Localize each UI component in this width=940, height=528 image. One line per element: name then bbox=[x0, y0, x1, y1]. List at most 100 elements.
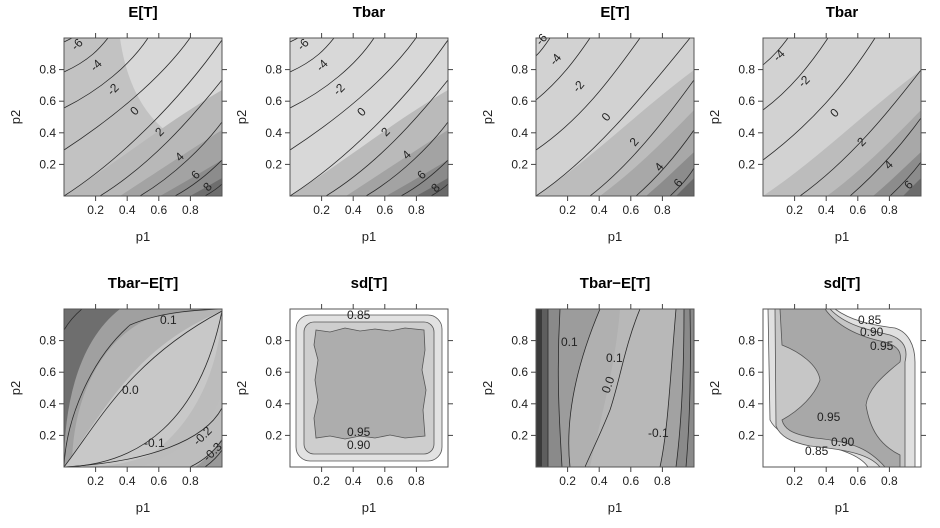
plot-frame bbox=[535, 308, 695, 468]
x-tick-label: 0.8 bbox=[408, 203, 425, 217]
x-axis-label: p1 bbox=[362, 500, 376, 515]
axes-panel-5: 0.2 0.4 0.6 0.8 0.2 0.4 0.6 0.8 p1 p2 bbox=[234, 304, 453, 515]
panel-title: Tbar−E[T] bbox=[108, 275, 178, 292]
x-tick-label: 0.6 bbox=[150, 203, 167, 217]
panel-title: E[T] bbox=[600, 4, 629, 21]
plot-frame bbox=[535, 37, 695, 197]
contour-label: -0.1 bbox=[648, 426, 669, 440]
contour-label: 0.90 bbox=[860, 325, 884, 339]
x-axis-label: p1 bbox=[136, 500, 150, 515]
x-tick-label: 0.4 bbox=[119, 474, 136, 488]
y-tick-label: 0.2 bbox=[39, 157, 56, 171]
y-tick-label: 0.4 bbox=[738, 397, 755, 411]
y-tick-label: 0.4 bbox=[39, 126, 56, 140]
y-tick-label: 0.8 bbox=[265, 334, 282, 348]
x-tick-label: 0.2 bbox=[786, 203, 803, 217]
y-tick-label: 0.2 bbox=[511, 157, 528, 171]
y-tick-label: 0.2 bbox=[39, 428, 56, 442]
plot-frame bbox=[63, 37, 223, 197]
contour-label: 0.95 bbox=[870, 339, 894, 353]
contour-labels: 0.1 0.1 0.0 -0.1 bbox=[561, 335, 669, 440]
y-tick-label: 0.6 bbox=[39, 94, 56, 108]
panel-title: sd[T] bbox=[824, 275, 861, 292]
x-axis-label: p1 bbox=[608, 500, 622, 515]
y-axis-label: p2 bbox=[8, 110, 23, 124]
x-tick-label: 0.6 bbox=[622, 474, 639, 488]
y-tick-label: 0.6 bbox=[265, 94, 282, 108]
y-tick-label: 0.6 bbox=[265, 365, 282, 379]
contour-label: 0.85 bbox=[858, 313, 882, 327]
y-tick-label: 0.4 bbox=[265, 126, 282, 140]
contour-label: 0.1 bbox=[606, 351, 623, 365]
x-tick-label: 0.2 bbox=[313, 474, 330, 488]
axes-panel-4: 0.2 0.4 0.6 0.8 0.2 0.4 0.6 0.8 p1 p2 bbox=[8, 304, 227, 515]
y-tick-label: 0.8 bbox=[265, 63, 282, 77]
x-tick-label: 0.8 bbox=[182, 474, 199, 488]
x-tick-label: 0.4 bbox=[345, 474, 362, 488]
x-tick-label: 0.8 bbox=[654, 474, 671, 488]
contour-label: 0.90 bbox=[831, 435, 855, 449]
x-axis-label: p1 bbox=[136, 229, 150, 244]
y-tick-label: 0.6 bbox=[511, 365, 528, 379]
panel-fill bbox=[64, 309, 222, 467]
plot-frame bbox=[762, 37, 922, 197]
panel-2: E[T] -6 -4 -2 0 2 4 6 bbox=[533, 4, 695, 197]
x-tick-label: 0.2 bbox=[87, 203, 104, 217]
x-axis-label: p1 bbox=[835, 500, 849, 515]
panel-title: Tbar−E[T] bbox=[580, 275, 650, 292]
panel-6: Tbar−E[T] 0.1 0.1 0.0 -0.1 bbox=[535, 275, 695, 468]
panel-fill bbox=[290, 309, 448, 467]
panel-fill bbox=[763, 309, 921, 467]
y-tick-label: 0.2 bbox=[265, 428, 282, 442]
x-tick-label: 0.4 bbox=[345, 203, 362, 217]
y-axis-label: p2 bbox=[234, 381, 249, 395]
x-axis-label: p1 bbox=[362, 229, 376, 244]
panel-5: sd[T] 0.85 0.95 0.90 bbox=[289, 275, 449, 468]
x-tick-label: 0.4 bbox=[591, 474, 608, 488]
panel-title: Tbar bbox=[826, 4, 859, 21]
axes-panel-3: 0.2 0.4 0.6 0.8 0.2 0.4 0.6 0.8 p1 p2 bbox=[707, 33, 926, 244]
y-tick-label: 0.4 bbox=[265, 397, 282, 411]
panel-title: Tbar bbox=[353, 4, 386, 21]
y-tick-label: 0.8 bbox=[511, 334, 528, 348]
y-tick-label: 0.2 bbox=[738, 428, 755, 442]
x-axis-label: p1 bbox=[835, 229, 849, 244]
plot-frame bbox=[289, 308, 449, 468]
plot-frame bbox=[289, 37, 449, 197]
x-tick-label: 0.6 bbox=[849, 474, 866, 488]
y-tick-label: 0.2 bbox=[738, 157, 755, 171]
panel-3: Tbar -4 -2 0 2 4 6 bbox=[762, 4, 922, 197]
axes-panel-1: 0.2 0.4 0.6 0.8 0.2 0.4 0.6 0.8 p1 p2 bbox=[234, 33, 453, 244]
contour-label: 0.0 bbox=[122, 383, 139, 397]
panel-title: E[T] bbox=[128, 4, 157, 21]
x-tick-label: 0.2 bbox=[786, 474, 803, 488]
y-axis-label: p2 bbox=[707, 381, 722, 395]
contour-label: 0.1 bbox=[160, 313, 177, 327]
y-tick-label: 0.6 bbox=[511, 94, 528, 108]
x-axis-label: p1 bbox=[608, 229, 622, 244]
contour-label: 0.90 bbox=[347, 438, 371, 452]
y-tick-label: 0.2 bbox=[511, 428, 528, 442]
x-tick-label: 0.2 bbox=[313, 203, 330, 217]
panel-fill bbox=[64, 38, 222, 196]
axes-panel-0: 0.2 0.4 0.6 0.8 0.2 0.4 0.6 0.8 p1 p2 bbox=[8, 33, 227, 244]
panel-fill bbox=[290, 38, 448, 196]
y-tick-label: 0.4 bbox=[511, 126, 528, 140]
y-tick-label: 0.8 bbox=[738, 334, 755, 348]
panel-title: sd[T] bbox=[351, 275, 388, 292]
y-axis-label: p2 bbox=[8, 381, 23, 395]
y-tick-label: 0.2 bbox=[265, 157, 282, 171]
panel-4: Tbar−E[T] 0.1 0.0 -0.1 -0.2 - bbox=[63, 275, 225, 468]
contour-labels: 0.1 0.0 -0.1 -0.2 -0.3 bbox=[122, 313, 225, 464]
x-tick-label: 0.2 bbox=[87, 474, 104, 488]
x-tick-label: 0.4 bbox=[119, 203, 136, 217]
plot-frame bbox=[762, 308, 922, 468]
y-axis-label: p2 bbox=[480, 381, 495, 395]
contour-labels: 0.85 0.95 0.90 bbox=[347, 308, 371, 452]
contour-label: 0.85 bbox=[347, 308, 371, 322]
y-tick-label: 0.6 bbox=[738, 365, 755, 379]
panel-fill bbox=[536, 309, 694, 467]
x-tick-label: 0.8 bbox=[408, 474, 425, 488]
y-axis-label: p2 bbox=[234, 110, 249, 124]
